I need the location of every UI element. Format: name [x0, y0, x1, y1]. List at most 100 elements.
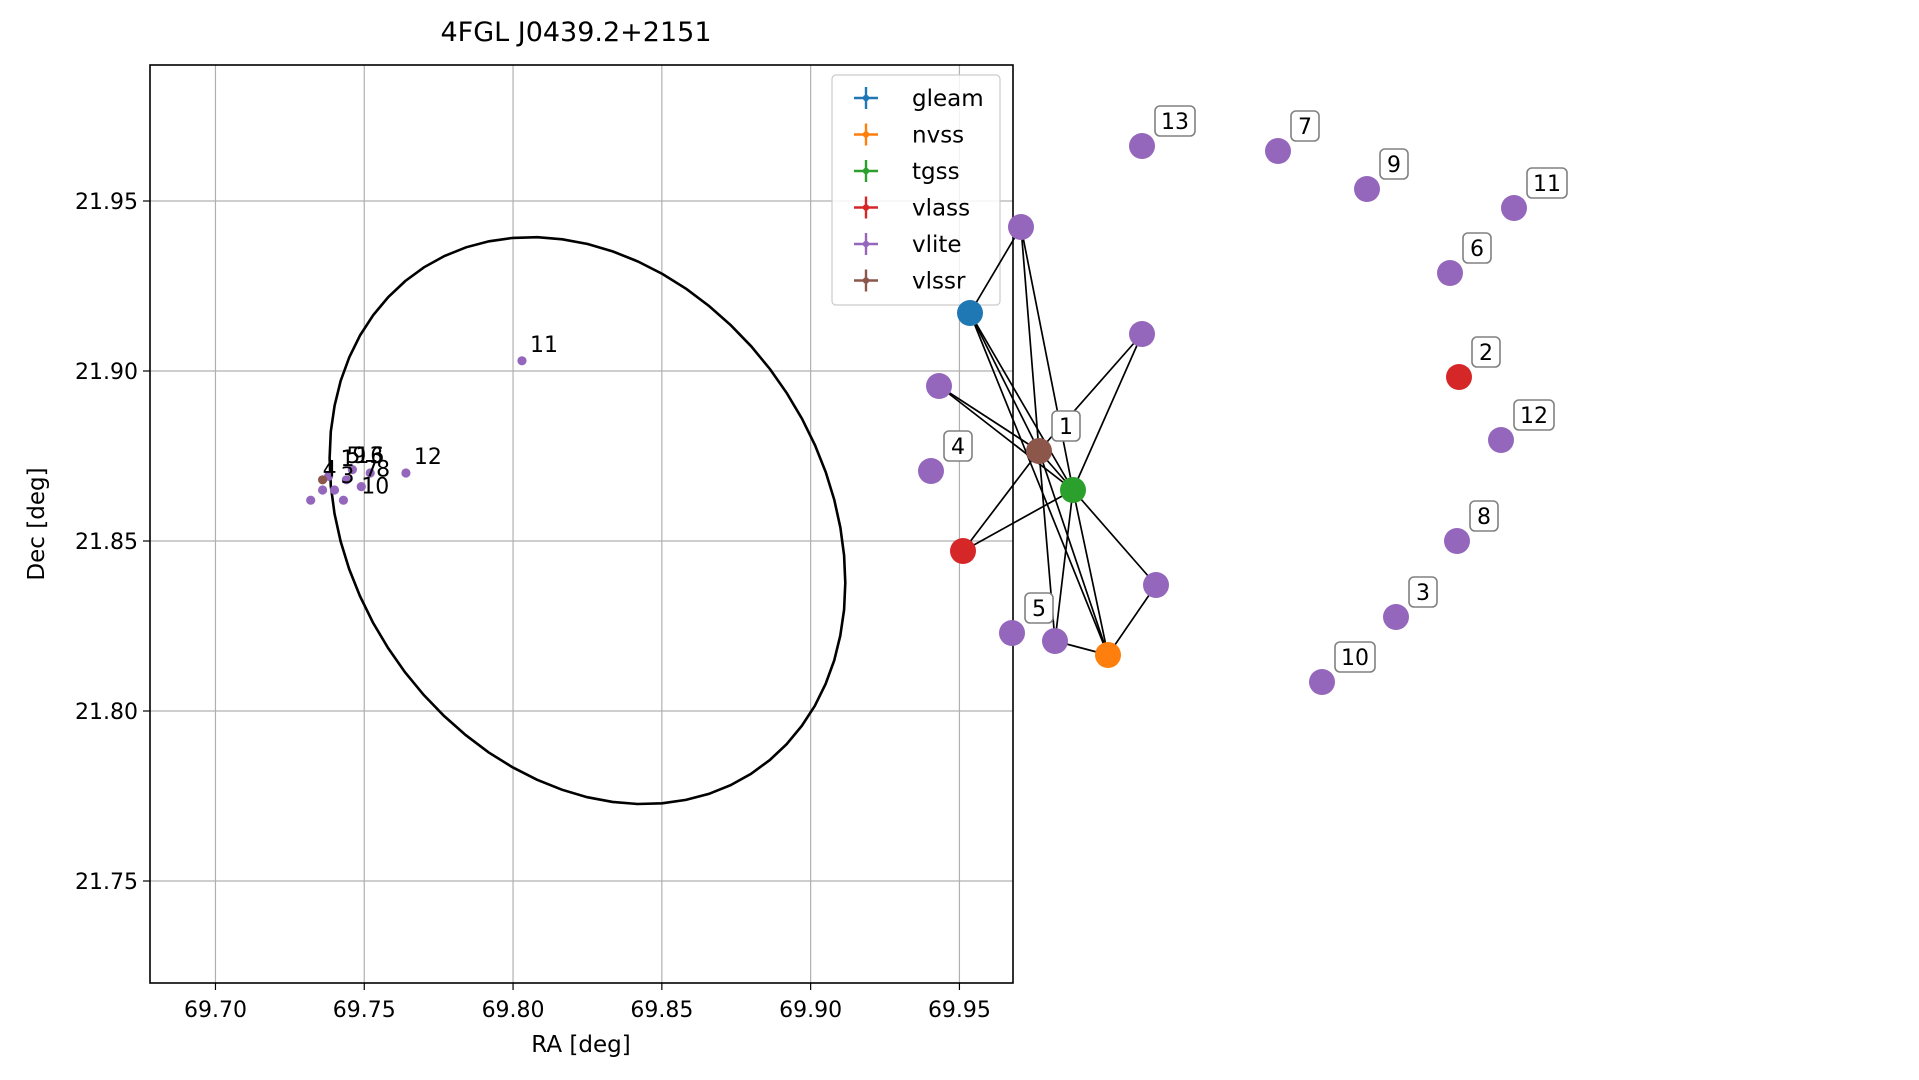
- network-edge: [969, 312, 1074, 491]
- vlite-node: [1143, 572, 1169, 598]
- x-tick-label: 69.80: [482, 998, 545, 1023]
- vlass-node: [950, 538, 976, 564]
- node-label: 2: [1479, 341, 1493, 366]
- legend-marker-dot: [862, 94, 870, 102]
- network-edge: [938, 385, 1040, 452]
- node-label: 4: [951, 435, 965, 460]
- node-label: 13: [1161, 110, 1189, 135]
- node-label-box: [1051, 410, 1081, 442]
- x-tick-label: 69.70: [184, 998, 247, 1023]
- y-axis-ticks: 21.75 21.80 21.85 21.90 21.95: [75, 190, 150, 895]
- node-label: 3: [1416, 581, 1430, 606]
- node-label: 1: [1059, 415, 1073, 440]
- vlass-node: [1446, 364, 1472, 390]
- network-edge: [1072, 489, 1109, 656]
- vlite-node: [1444, 528, 1470, 554]
- vlite-point: [517, 356, 527, 366]
- x-tick-label: 69.90: [779, 998, 842, 1023]
- network-edge: [969, 312, 1109, 656]
- vlite-point: [329, 485, 340, 495]
- vlite-node: [1309, 669, 1335, 695]
- point-label: 4: [323, 457, 337, 482]
- network-edge: [969, 312, 1040, 452]
- legend-label-vlite: vlite: [912, 232, 962, 258]
- node-label-box: [943, 430, 973, 462]
- vlite-node: [918, 458, 944, 484]
- vlite-point: [318, 485, 328, 495]
- node-label-box: [1379, 148, 1409, 180]
- vlssr-point: [318, 475, 328, 485]
- y-tick-label: 21.85: [75, 530, 138, 555]
- nvss-node: [1095, 642, 1121, 668]
- network-panel: 1 4 5 13 7 9 11 6 2 12 8 3 10: [918, 105, 1568, 695]
- network-edge: [962, 489, 1074, 552]
- network-nodes: [918, 133, 1527, 695]
- point-label: 12: [414, 445, 442, 470]
- node-label: 10: [1341, 646, 1369, 671]
- data-points: [306, 356, 527, 505]
- vlite-node: [1354, 176, 1380, 202]
- chart-title: 4FGL J0439.2+2151: [440, 17, 711, 48]
- network-edge: [1020, 226, 1040, 452]
- vlite-node: [1265, 138, 1291, 164]
- network-edge: [1072, 489, 1157, 586]
- legend: gleam nvss tgss vlass vlite vlssr: [831, 74, 1001, 306]
- vlite-point: [401, 468, 411, 478]
- ellipse-outline: [328, 235, 847, 806]
- legend-label-gleam: gleam: [912, 86, 984, 112]
- network-edge: [1107, 584, 1157, 656]
- vlite-point: [338, 495, 349, 505]
- y-axis-label: Dec [deg]: [24, 467, 50, 580]
- y-tick-label: 21.80: [75, 700, 138, 725]
- tgss-node: [1060, 477, 1086, 503]
- network-edge: [1020, 226, 1074, 491]
- legend-marker-dot: [862, 240, 870, 248]
- node-label-box: [1462, 232, 1492, 264]
- point-label: 3: [340, 464, 354, 489]
- point-label: 5: [346, 444, 360, 469]
- node-label-box: [1408, 576, 1438, 608]
- vlite-node: [1129, 133, 1155, 159]
- vlite-point: [306, 495, 316, 505]
- node-label-box: [1471, 336, 1501, 368]
- legend-box: [831, 74, 1001, 306]
- vlite-node: [1008, 214, 1034, 240]
- vlite-node: [1437, 260, 1463, 286]
- vlite-point: [347, 465, 357, 475]
- x-tick-label: 69.85: [630, 998, 693, 1023]
- y-tick-label: 21.95: [75, 190, 138, 215]
- network-node-labels: 1 4 5 13 7 9 11 6 2 12 8 3 10: [943, 105, 1568, 673]
- network-edge: [1072, 333, 1143, 491]
- point-label: 1: [340, 447, 354, 472]
- network-edge: [938, 385, 1074, 491]
- vlite-node: [1383, 604, 1409, 630]
- point-label: 13: [355, 444, 383, 469]
- y-tick-label: 21.75: [75, 870, 138, 895]
- node-label: 8: [1477, 505, 1491, 530]
- network-edge: [1038, 450, 1109, 656]
- node-label-box: [1469, 500, 1499, 532]
- point-label: 7: [364, 457, 378, 482]
- node-label: 6: [1470, 237, 1484, 262]
- vlssr-node: [1026, 438, 1052, 464]
- node-label: 12: [1520, 404, 1548, 429]
- point-label: 9: [352, 444, 366, 469]
- node-label: 9: [1387, 153, 1401, 178]
- x-axis-ticks: 69.70 69.75 69.80 69.85 69.90 69.95: [184, 983, 991, 1023]
- network-edge: [969, 226, 1022, 314]
- node-label: 5: [1032, 597, 1046, 622]
- vlite-point: [341, 475, 352, 485]
- vlite-node: [926, 373, 952, 399]
- vlite-point: [356, 482, 366, 492]
- network-edge: [1054, 489, 1074, 642]
- legend-marker-dot: [862, 204, 870, 211]
- point-label: 6: [370, 444, 384, 469]
- node-label-box: [1024, 592, 1054, 624]
- node-label-box: [1154, 105, 1196, 137]
- x-tick-label: 69.75: [333, 998, 396, 1023]
- vlite-point: [365, 468, 375, 478]
- legend-label-nvss: nvss: [912, 123, 964, 149]
- node-label-box: [1513, 399, 1555, 431]
